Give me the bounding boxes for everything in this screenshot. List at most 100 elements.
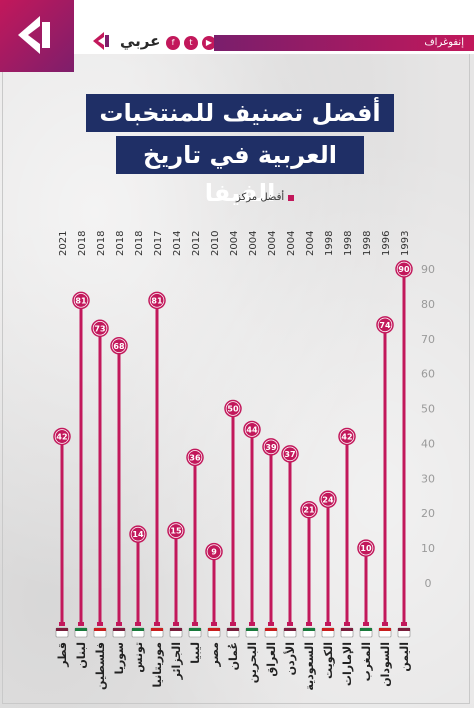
flag-band bbox=[170, 628, 182, 631]
bar-base bbox=[135, 622, 141, 626]
bar-base bbox=[116, 622, 122, 626]
bar-base bbox=[287, 622, 293, 626]
year-label: 1998 bbox=[324, 231, 335, 256]
value-dot bbox=[131, 527, 145, 541]
bar-stem bbox=[193, 457, 197, 625]
data-label: 81 bbox=[151, 296, 163, 305]
value-dot bbox=[283, 447, 297, 461]
category-label: مصر bbox=[208, 642, 221, 668]
flag-band bbox=[322, 628, 334, 631]
bar-stem bbox=[117, 345, 121, 625]
data-label: 37 bbox=[284, 450, 295, 459]
bar-base bbox=[344, 622, 350, 626]
year-label: 2018 bbox=[96, 231, 107, 256]
twitter-icon[interactable]: t bbox=[184, 36, 198, 50]
value-dot bbox=[397, 262, 411, 276]
bar-stem bbox=[345, 436, 349, 625]
value-dot bbox=[359, 541, 373, 555]
flag-band bbox=[113, 628, 125, 631]
value-dot bbox=[264, 440, 278, 454]
year-label: 1998 bbox=[362, 231, 373, 256]
y-tick-label: 30 bbox=[421, 472, 435, 485]
bar-stem bbox=[79, 300, 83, 625]
bar-base bbox=[211, 622, 217, 626]
bar-base bbox=[192, 622, 198, 626]
bar-stem bbox=[250, 429, 254, 625]
category-label: تونس bbox=[132, 642, 145, 673]
value-dot bbox=[169, 524, 183, 538]
data-label: 42 bbox=[341, 432, 352, 441]
bar-base bbox=[306, 622, 312, 626]
bar-base bbox=[268, 622, 274, 626]
value-dot bbox=[302, 503, 316, 517]
value-dot bbox=[93, 321, 107, 335]
value-dot bbox=[226, 402, 240, 416]
flag-band bbox=[360, 628, 372, 631]
brand-name: عربي bbox=[120, 32, 161, 50]
data-label: 50 bbox=[227, 405, 239, 414]
title-line-2: العربية في تاريخ الفيفا bbox=[116, 136, 364, 207]
bar-stem bbox=[60, 436, 64, 625]
category-label: البحرين bbox=[246, 642, 259, 683]
category-label: الإمارات bbox=[341, 642, 354, 686]
year-label: 2018 bbox=[77, 231, 88, 256]
arabi21-logo-icon bbox=[18, 16, 50, 54]
data-label: 21 bbox=[303, 506, 315, 515]
flag-band bbox=[75, 628, 87, 631]
category-label: قطر bbox=[56, 642, 69, 668]
bar-base bbox=[59, 622, 65, 626]
data-label: 10 bbox=[360, 544, 372, 553]
bar-stem bbox=[231, 408, 235, 625]
value-dot bbox=[150, 293, 164, 307]
year-label: 2014 bbox=[172, 231, 183, 256]
section-ribbon: إنفوغراف bbox=[214, 35, 474, 51]
flag-band bbox=[227, 628, 239, 631]
y-tick-label: 20 bbox=[421, 507, 435, 520]
flag-band bbox=[246, 628, 258, 631]
category-label: سوريا bbox=[113, 642, 126, 674]
data-label: 81 bbox=[75, 296, 87, 305]
bar-stem bbox=[136, 534, 140, 625]
bar-stem bbox=[288, 453, 292, 625]
category-label: الجزائر bbox=[170, 642, 183, 680]
y-tick-label: 50 bbox=[421, 403, 435, 416]
category-label: ليبيا bbox=[189, 642, 202, 664]
category-label: السعودية bbox=[303, 642, 316, 691]
data-label: 14 bbox=[132, 530, 144, 539]
bar-base bbox=[249, 622, 255, 626]
y-tick-label: 60 bbox=[421, 368, 435, 381]
y-tick-label: 10 bbox=[421, 542, 435, 555]
flag-band bbox=[151, 628, 163, 631]
category-label: لبنان bbox=[75, 642, 88, 669]
data-label: 42 bbox=[56, 432, 67, 441]
legend: أفضل مركز bbox=[236, 192, 295, 203]
bar-base bbox=[97, 622, 103, 626]
bar-stem bbox=[364, 548, 368, 625]
y-tick-label: 40 bbox=[421, 437, 435, 450]
value-dot bbox=[245, 422, 259, 436]
bar-stem bbox=[402, 269, 406, 625]
facebook-icon[interactable]: f bbox=[166, 36, 180, 50]
data-label: 9 bbox=[211, 548, 217, 557]
data-label: 68 bbox=[113, 342, 125, 351]
category-label: العراق bbox=[265, 642, 278, 677]
flag-band bbox=[208, 628, 220, 631]
bar-stem bbox=[269, 446, 273, 625]
category-label: اليمن bbox=[398, 642, 411, 672]
category-label: الأردن bbox=[283, 642, 297, 675]
value-dot bbox=[321, 492, 335, 506]
data-label: 15 bbox=[170, 527, 182, 536]
brand[interactable]: عربي bbox=[92, 30, 160, 52]
y-tick-label: 70 bbox=[421, 333, 435, 346]
year-label: 2004 bbox=[286, 231, 297, 256]
value-dot bbox=[112, 339, 126, 353]
bar-base bbox=[230, 622, 236, 626]
category-label: المغرب bbox=[360, 642, 373, 681]
legend-label: أفضل مركز bbox=[236, 192, 285, 203]
year-label: 2017 bbox=[153, 231, 164, 256]
data-label: 73 bbox=[94, 324, 105, 333]
youtube-icon[interactable]: ▶ bbox=[202, 36, 216, 50]
bar-stem bbox=[383, 324, 387, 625]
flag-band bbox=[189, 628, 201, 631]
